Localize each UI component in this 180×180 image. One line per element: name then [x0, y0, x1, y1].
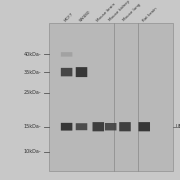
FancyBboxPatch shape	[119, 122, 131, 131]
Text: 40kDa-: 40kDa-	[24, 52, 41, 57]
Text: MCF7: MCF7	[64, 12, 75, 22]
Text: 10kDa-: 10kDa-	[24, 149, 41, 154]
Text: 35kDa-: 35kDa-	[24, 70, 41, 75]
Text: 15kDa-: 15kDa-	[24, 124, 41, 129]
FancyBboxPatch shape	[76, 123, 87, 130]
Text: Rat brain: Rat brain	[141, 6, 158, 22]
FancyBboxPatch shape	[138, 122, 150, 131]
FancyBboxPatch shape	[105, 123, 116, 130]
FancyBboxPatch shape	[76, 67, 87, 77]
FancyBboxPatch shape	[61, 68, 72, 76]
FancyBboxPatch shape	[61, 123, 72, 131]
Text: Mouse lung: Mouse lung	[122, 3, 142, 22]
Text: Mouse kidney: Mouse kidney	[108, 0, 131, 22]
Text: SW480: SW480	[79, 9, 92, 22]
Text: Mouse brain: Mouse brain	[95, 2, 116, 22]
Bar	[49, 23, 173, 171]
Text: 25kDa-: 25kDa-	[24, 90, 41, 95]
FancyBboxPatch shape	[61, 52, 72, 57]
FancyBboxPatch shape	[93, 122, 104, 131]
Text: UBL3: UBL3	[176, 124, 180, 129]
